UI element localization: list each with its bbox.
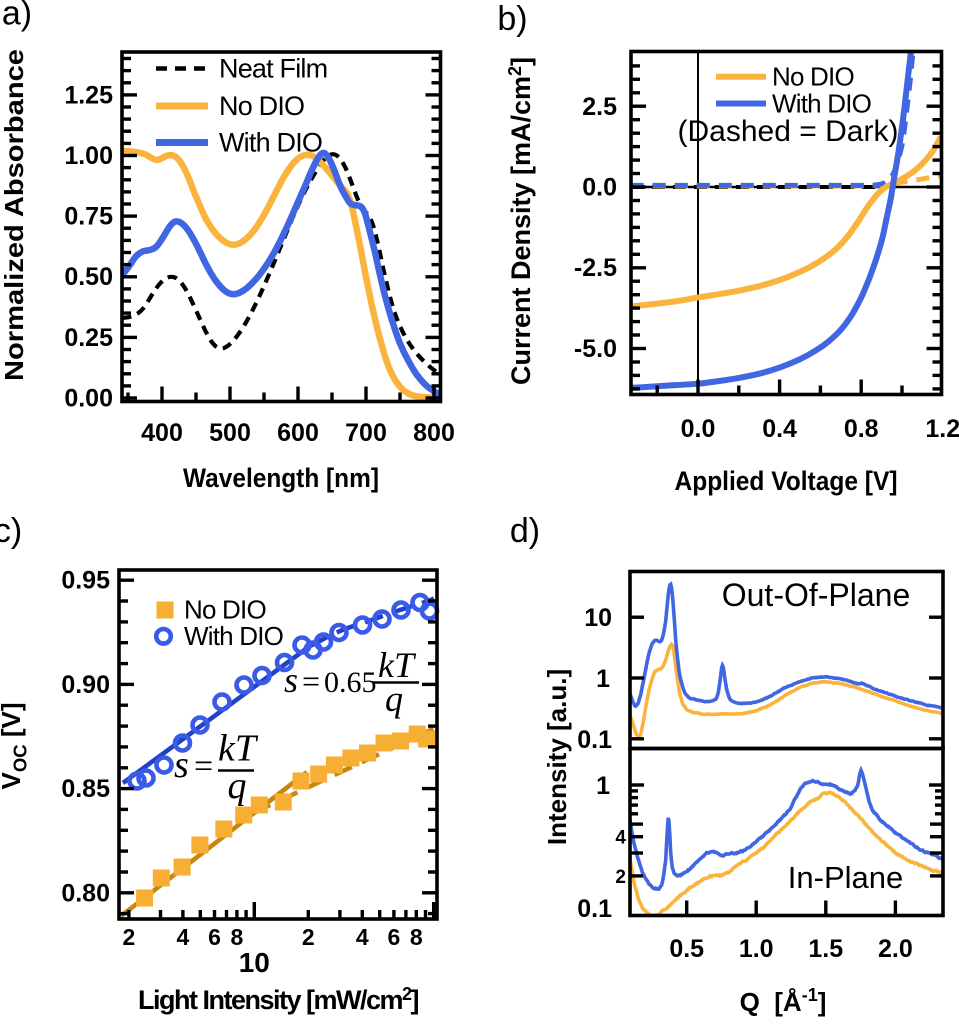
svg-text:0.5: 0.5 [669,935,704,963]
svg-text:600: 600 [277,419,319,447]
svg-text:No DIO: No DIO [219,91,304,121]
svg-text:Normalized Absorbance: Normalized Absorbance [0,49,29,381]
svg-text:(Dashed = Dark): (Dashed = Dark) [678,115,899,148]
svg-text:400: 400 [141,419,183,447]
svg-text:Intensity [a.u.]: Intensity [a.u.] [542,669,572,845]
svg-text:q: q [385,679,403,719]
svg-text:0.8: 0.8 [844,415,879,443]
svg-text:kT: kT [218,728,259,770]
svg-text:0.90: 0.90 [61,671,110,699]
svg-text:0.85: 0.85 [61,775,110,803]
svg-text:2: 2 [123,924,136,950]
svg-text:500: 500 [209,419,251,447]
svg-text:1: 1 [596,665,610,693]
svg-text:0.1: 0.1 [577,895,612,923]
svg-text:Neat Film: Neat Film [219,54,327,84]
svg-text:0.1: 0.1 [577,726,612,754]
svg-text:Q [Å-1]: Q [Å-1] [740,985,827,1017]
svg-text:1.5: 1.5 [808,935,843,963]
svg-text:s: s [174,744,189,786]
svg-text:0.80: 0.80 [61,879,110,907]
svg-text:0.75: 0.75 [64,203,113,231]
svg-text:8: 8 [410,924,423,950]
svg-text:s: s [284,660,298,700]
svg-text:With DIO: With DIO [219,128,322,158]
svg-text:No DIO: No DIO [184,595,266,625]
svg-text:Applied Voltage [V]: Applied Voltage [V] [675,466,898,496]
svg-text:Light Intensity [mW/cm2]: Light Intensity [mW/cm2] [138,984,419,1015]
svg-text:a): a) [2,0,32,33]
svg-text:800: 800 [413,419,455,447]
svg-text:c): c) [0,512,22,550]
svg-text:0.00: 0.00 [64,385,113,413]
svg-text:10: 10 [239,947,270,978]
svg-text:6: 6 [208,924,221,950]
svg-text:kT: kT [378,645,417,685]
svg-text:Out-Of-Plane: Out-Of-Plane [722,577,911,613]
svg-text:1.2: 1.2 [925,415,959,443]
svg-text:4: 4 [177,924,190,950]
svg-text:1: 1 [596,772,610,800]
svg-text:b): b) [497,0,527,38]
svg-text:0.0: 0.0 [582,174,617,202]
svg-text:8: 8 [231,924,244,950]
svg-text:2.5: 2.5 [582,93,617,121]
svg-text:6: 6 [388,924,401,950]
svg-text:2.0: 2.0 [878,935,913,963]
svg-text:With DIO: With DIO [184,621,283,651]
svg-text:2: 2 [615,867,626,888]
svg-text:0.95: 0.95 [61,567,110,595]
svg-text:0.50: 0.50 [64,263,113,291]
svg-text:q: q [228,765,247,807]
svg-text:-2.5: -2.5 [574,254,617,282]
svg-text:4: 4 [356,924,369,950]
svg-text:1.25: 1.25 [64,81,113,109]
svg-text:2: 2 [302,924,315,950]
svg-text:No DIO: No DIO [772,62,854,92]
svg-text:Wavelength [nm]: Wavelength [nm] [183,463,379,493]
svg-text:0.0: 0.0 [681,415,716,443]
svg-text:-5.0: -5.0 [574,335,617,363]
svg-text:1.0: 1.0 [739,935,774,963]
svg-text:With DIO: With DIO [772,89,871,119]
svg-text:10: 10 [584,604,612,632]
svg-text:In-Plane: In-Plane [788,860,903,895]
svg-text:4: 4 [615,828,626,849]
svg-text:0.4: 0.4 [762,415,797,443]
svg-text:Current Density [mA/cm2]: Current Density [mA/cm2] [505,57,536,385]
svg-text:1.00: 1.00 [64,142,113,170]
svg-text:0.65: 0.65 [324,666,377,699]
svg-text:=: = [194,748,213,785]
svg-text:=: = [302,663,320,699]
svg-text:0.25: 0.25 [64,324,113,352]
svg-text:700: 700 [345,419,387,447]
svg-text:d): d) [510,512,540,550]
